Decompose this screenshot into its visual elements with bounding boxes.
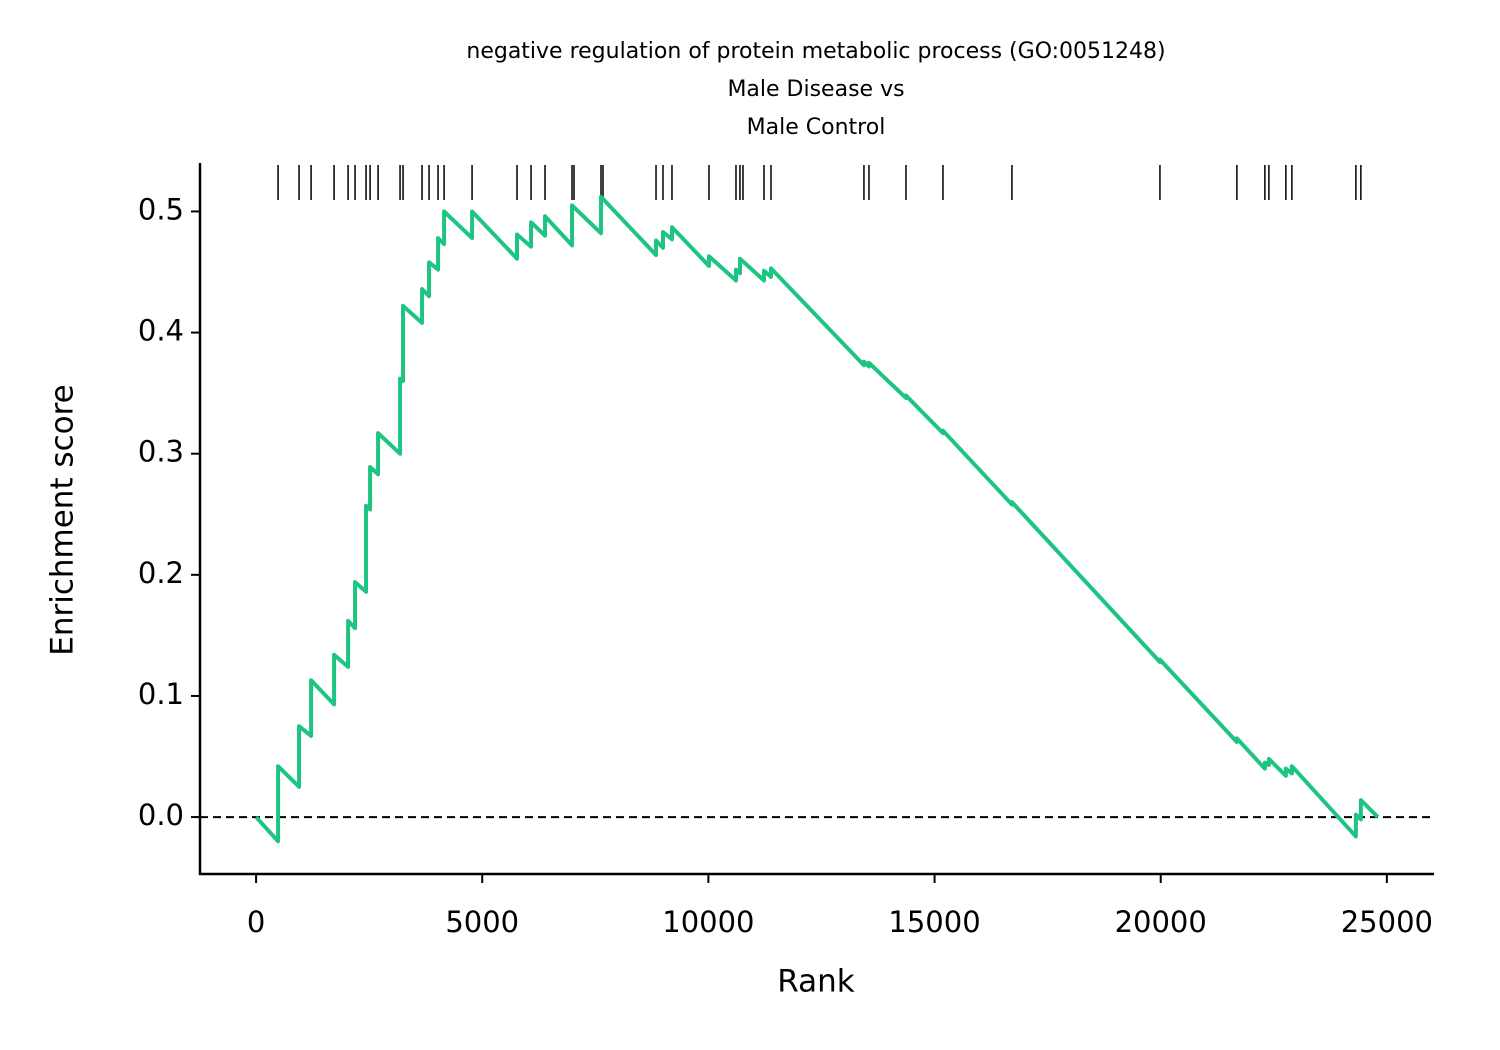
y-tick-label: 0.2 [138,556,184,590]
x-tick-label: 10000 [662,905,754,939]
y-tick-label: 0.0 [138,798,184,832]
chart-title: Male Disease vs [727,77,904,102]
x-tick-label: 5000 [445,905,519,939]
y-tick-label: 0.5 [138,192,184,226]
chart-title: Male Control [747,115,886,140]
enrichment-line [254,194,1380,844]
y-tick-label: 0.1 [138,677,184,711]
x-tick-label: 25000 [1341,905,1433,939]
y-axis-label: Enrichment score [45,384,81,656]
x-axis-label: Rank [777,964,855,1000]
chart-title: negative regulation of protein metabolic… [466,39,1165,64]
x-tick-label: 15000 [888,905,980,939]
y-tick-label: 0.3 [138,435,184,469]
x-tick-label: 0 [247,905,265,939]
x-tick-label: 20000 [1115,905,1207,939]
y-tick-label: 0.4 [138,314,184,348]
